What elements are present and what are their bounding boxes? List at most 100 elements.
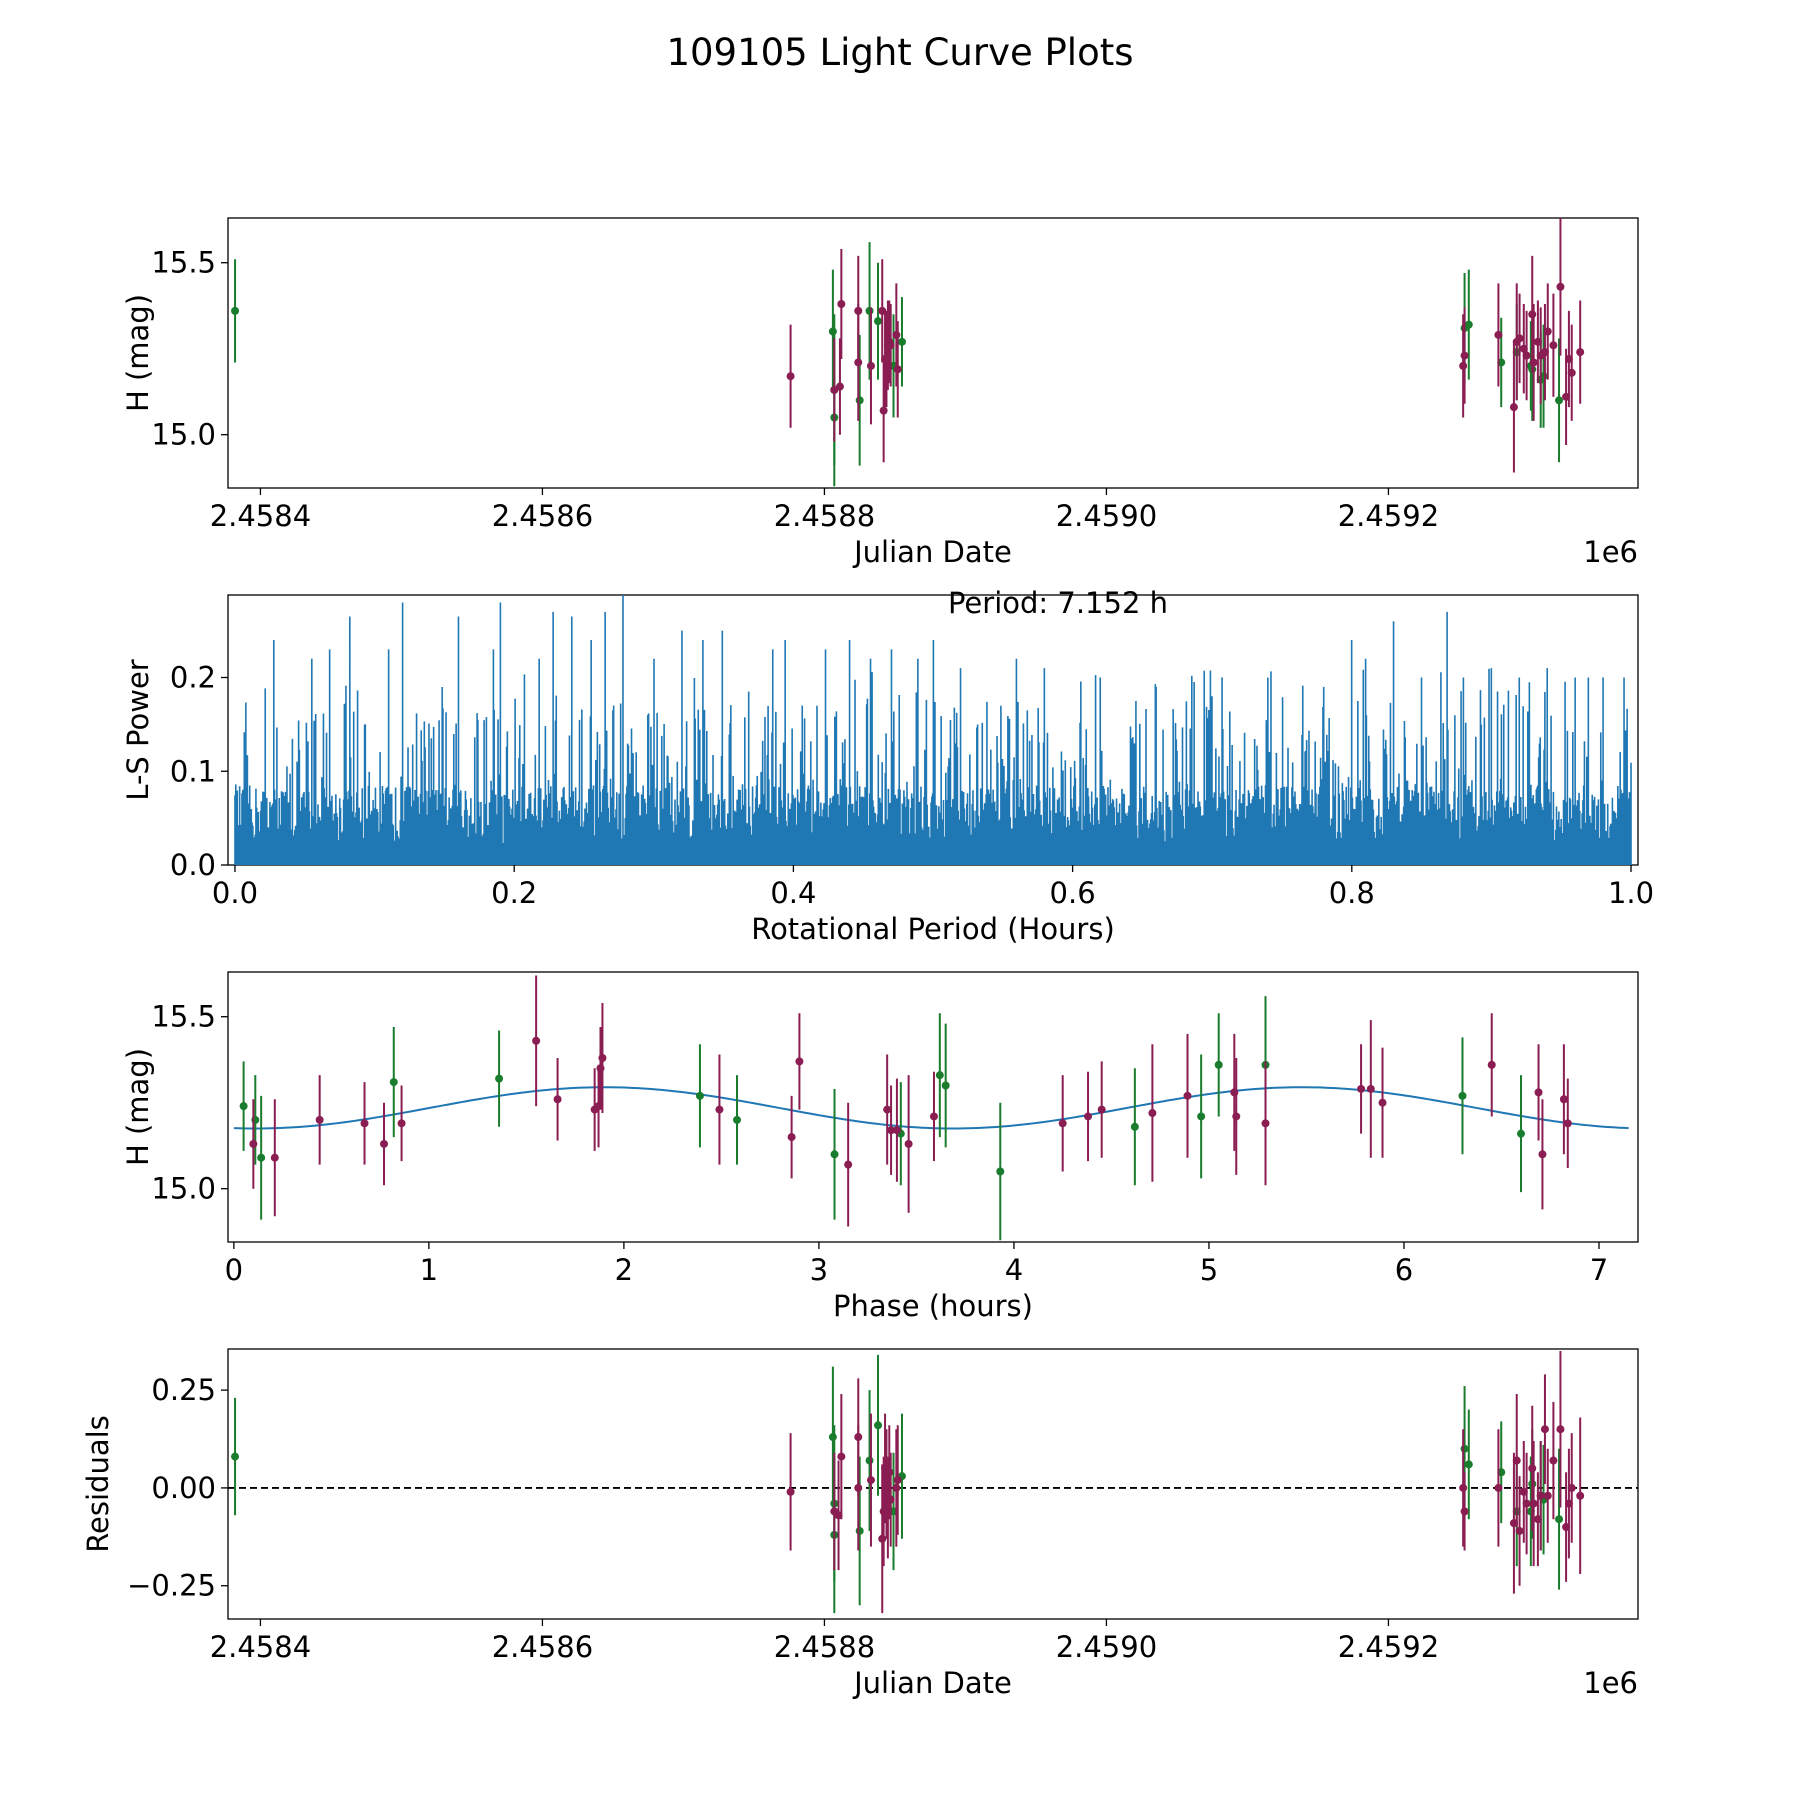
- phase-point-magenta: [553, 1095, 562, 1104]
- lc-xtick-label: 2.4584: [210, 499, 311, 533]
- phase-point-magenta: [1148, 1109, 1157, 1118]
- lc-point-magenta: [1460, 351, 1469, 360]
- phase-point-green: [389, 1078, 398, 1087]
- res-point-green: [828, 1433, 837, 1442]
- phase-point-magenta: [715, 1105, 724, 1114]
- phase-point-magenta: [1183, 1091, 1192, 1100]
- phase-point-green: [1130, 1122, 1139, 1131]
- lc-point-magenta: [1576, 348, 1585, 357]
- res-point-magenta: [837, 1452, 846, 1461]
- res-xtick-label: 2.4590: [1056, 1630, 1157, 1664]
- phase-point-magenta: [904, 1139, 913, 1148]
- lc-point-green: [231, 306, 240, 315]
- phase-xlabel: Phase (hours): [833, 1289, 1033, 1323]
- residuals-panel: 2.4584 2.4586 2.4588 2.4590 2.4592 −0.25 0.00 0…: [81, 1348, 1639, 1700]
- res-point-magenta: [1536, 1491, 1545, 1500]
- phase-frame: [227, 971, 1639, 1243]
- phase-point-green: [239, 1102, 248, 1111]
- lc-frame: [227, 217, 1639, 489]
- phase-point-green: [1214, 1060, 1223, 1069]
- lc-point-magenta: [835, 382, 844, 391]
- res-point-magenta: [866, 1476, 875, 1485]
- phase-point-magenta: [598, 1053, 607, 1062]
- ls-xtick-label: 1.0: [1608, 876, 1654, 910]
- res-point-magenta: [1529, 1499, 1538, 1508]
- res-offset-label: 1e6: [1583, 1666, 1638, 1700]
- phase-point-magenta: [795, 1057, 804, 1066]
- res-xtick-label: 2.4584: [210, 1630, 311, 1664]
- phase-point-green: [1197, 1112, 1206, 1121]
- res-point-green: [874, 1421, 883, 1430]
- res-point-green: [865, 1456, 874, 1465]
- lc-point-magenta: [1509, 403, 1518, 412]
- res-point-magenta: [886, 1495, 895, 1504]
- res-point-magenta: [1515, 1526, 1524, 1535]
- res-point-magenta: [1543, 1491, 1552, 1500]
- phase-point-magenta: [1559, 1095, 1568, 1104]
- phase-point-green: [1516, 1129, 1525, 1138]
- phase-point-magenta: [397, 1119, 406, 1128]
- phase-point-magenta: [1378, 1098, 1387, 1107]
- ls-power-line: [234, 595, 1632, 865]
- res-point-magenta: [1512, 1456, 1521, 1465]
- res-ytick-label: −0.25: [127, 1569, 216, 1603]
- lc-point-green: [1555, 396, 1564, 405]
- phase-point-green: [733, 1115, 742, 1124]
- phase-point-magenta: [1366, 1084, 1375, 1093]
- lc-point-magenta: [1567, 368, 1576, 377]
- phase-fit-curve: [233, 1086, 1629, 1130]
- lc-xlabel: Julian Date: [852, 535, 1012, 569]
- phase-point-magenta: [1357, 1084, 1366, 1093]
- phase-ytick-label: 15.0: [151, 1172, 216, 1206]
- phase-xtick-label: 1: [420, 1253, 438, 1287]
- res-point-magenta: [892, 1483, 901, 1492]
- phase-xtick-label: 7: [1590, 1253, 1608, 1287]
- phase-ylabel: H (mag): [121, 1048, 155, 1166]
- phase-xtick-label: 6: [1395, 1253, 1413, 1287]
- lc-xtick-label: 2.4586: [492, 499, 593, 533]
- lc-point-magenta: [1549, 341, 1558, 350]
- lc-point-magenta: [886, 341, 895, 350]
- lc-point-magenta: [866, 361, 875, 370]
- phase-ytick-label: 15.5: [151, 1000, 216, 1034]
- res-point-magenta: [1556, 1425, 1565, 1434]
- res-point-magenta: [1549, 1456, 1558, 1465]
- lc-point-green: [828, 327, 837, 336]
- lc-offset-label: 1e6: [1583, 535, 1638, 569]
- res-ytick-label: 0.25: [151, 1373, 216, 1407]
- lc-xtick-label: 2.4588: [774, 499, 875, 533]
- lc-ytick-label: 15.0: [151, 418, 216, 452]
- lc-point-magenta: [1556, 282, 1565, 291]
- ls-xtick-label: 0.8: [1329, 876, 1375, 910]
- res-xtick-label: 2.4586: [492, 1630, 593, 1664]
- phase-point-magenta: [1534, 1088, 1543, 1097]
- period-annotation: Period: 7.152 h: [948, 586, 1168, 620]
- phase-point-green: [495, 1074, 504, 1083]
- res-point-magenta: [1494, 1483, 1503, 1492]
- res-xlabel: Julian Date: [852, 1666, 1012, 1700]
- res-point-magenta: [1567, 1483, 1576, 1492]
- figure-title: 109105 Light Curve Plots: [666, 31, 1133, 74]
- res-point-green: [1555, 1515, 1564, 1524]
- lc-point-magenta: [879, 406, 888, 415]
- phase-xtick-label: 3: [810, 1253, 828, 1287]
- lc-xtick-label: 2.4592: [1338, 499, 1439, 533]
- ls-xtick-label: 0.2: [491, 876, 537, 910]
- res-point-magenta: [1540, 1425, 1549, 1434]
- phase-point-green: [695, 1091, 704, 1100]
- ls-xtick-label: 0.4: [770, 876, 816, 910]
- ls-xtick-label: 0.6: [1050, 876, 1096, 910]
- phase-point-magenta: [929, 1112, 938, 1121]
- ls-ylabel: L-S Power: [121, 659, 155, 800]
- phase-point-magenta: [844, 1160, 853, 1169]
- res-point-green: [231, 1452, 240, 1461]
- phase-point-magenta: [1084, 1112, 1093, 1121]
- res-point-magenta: [885, 1468, 894, 1477]
- phase-folded-panel: 0 1 2 3 4 5 6 7 15.0 15.5 Phase (hours) H (mag): [121, 971, 1639, 1323]
- phase-point-magenta: [787, 1133, 796, 1142]
- ls-ytick-label: 0.1: [170, 754, 216, 788]
- res-xtick-label: 2.4592: [1338, 1630, 1439, 1664]
- phase-point-magenta: [1563, 1119, 1572, 1128]
